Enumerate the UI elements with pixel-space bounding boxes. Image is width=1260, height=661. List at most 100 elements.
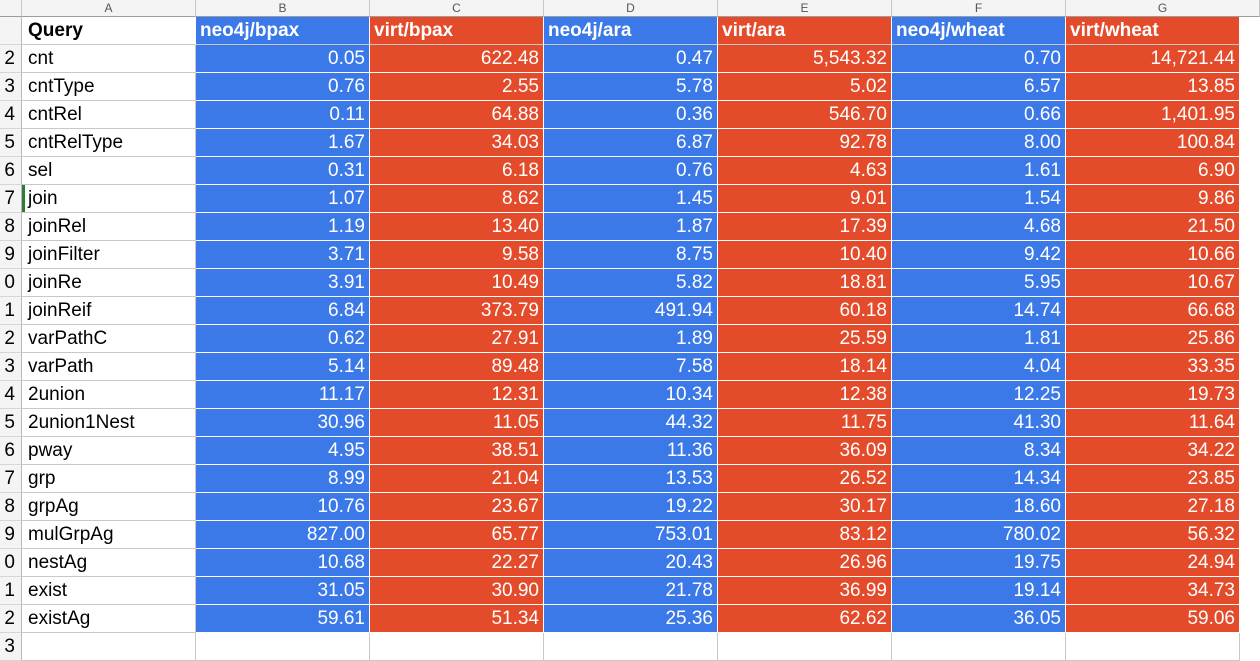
value-cell[interactable]: 0.76 — [196, 73, 370, 101]
value-cell[interactable]: 1.61 — [892, 157, 1066, 185]
value-cell[interactable]: 9.86 — [1066, 185, 1240, 213]
value-cell[interactable]: 10.34 — [544, 381, 718, 409]
value-cell[interactable]: 83.12 — [718, 521, 892, 549]
value-cell[interactable]: 36.05 — [892, 605, 1066, 633]
value-cell[interactable]: 21.04 — [370, 465, 544, 493]
value-cell[interactable]: 13.85 — [1066, 73, 1240, 101]
column-header-1[interactable]: A — [22, 0, 196, 17]
value-cell[interactable]: 8.99 — [196, 465, 370, 493]
value-cell[interactable]: 8.75 — [544, 241, 718, 269]
value-cell[interactable]: 4.68 — [892, 213, 1066, 241]
value-cell[interactable]: 44.32 — [544, 409, 718, 437]
value-cell[interactable]: 4.95 — [196, 437, 370, 465]
value-cell[interactable]: 1.19 — [196, 213, 370, 241]
query-name-cell[interactable]: varPath — [22, 353, 196, 381]
value-cell[interactable]: 7.58 — [544, 353, 718, 381]
value-cell[interactable]: 34.73 — [1066, 577, 1240, 605]
row-number[interactable]: 2 — [0, 325, 22, 353]
value-cell[interactable]: 0.62 — [196, 325, 370, 353]
value-cell[interactable]: 9.01 — [718, 185, 892, 213]
empty-cell[interactable] — [892, 633, 1066, 661]
value-cell[interactable]: 5.78 — [544, 73, 718, 101]
row-number[interactable]: 0 — [0, 269, 22, 297]
value-cell[interactable]: 6.84 — [196, 297, 370, 325]
value-cell[interactable]: 622.48 — [370, 45, 544, 73]
value-cell[interactable]: 30.90 — [370, 577, 544, 605]
column-header-4[interactable]: D — [544, 0, 718, 17]
header-cell[interactable]: virt/wheat — [1066, 17, 1240, 45]
value-cell[interactable]: 10.67 — [1066, 269, 1240, 297]
header-cell[interactable]: virt/bpax — [370, 17, 544, 45]
value-cell[interactable]: 1.67 — [196, 129, 370, 157]
value-cell[interactable]: 27.91 — [370, 325, 544, 353]
row-number[interactable]: 6 — [0, 157, 22, 185]
value-cell[interactable]: 827.00 — [196, 521, 370, 549]
column-header-5[interactable]: E — [718, 0, 892, 17]
value-cell[interactable]: 56.32 — [1066, 521, 1240, 549]
value-cell[interactable]: 18.60 — [892, 493, 1066, 521]
column-header-2[interactable]: B — [196, 0, 370, 17]
value-cell[interactable]: 27.18 — [1066, 493, 1240, 521]
value-cell[interactable]: 21.50 — [1066, 213, 1240, 241]
row-number[interactable]: 7 — [0, 465, 22, 493]
value-cell[interactable]: 38.51 — [370, 437, 544, 465]
row-number[interactable]: 2 — [0, 605, 22, 633]
value-cell[interactable]: 10.40 — [718, 241, 892, 269]
query-name-cell[interactable]: grpAg — [22, 493, 196, 521]
value-cell[interactable]: 13.53 — [544, 465, 718, 493]
value-cell[interactable]: 6.87 — [544, 129, 718, 157]
value-cell[interactable]: 51.34 — [370, 605, 544, 633]
row-number[interactable]: 3 — [0, 353, 22, 381]
value-cell[interactable]: 30.17 — [718, 493, 892, 521]
empty-cell[interactable] — [370, 633, 544, 661]
row-number[interactable]: 1 — [0, 577, 22, 605]
value-cell[interactable]: 25.59 — [718, 325, 892, 353]
value-cell[interactable]: 0.11 — [196, 101, 370, 129]
value-cell[interactable]: 19.14 — [892, 577, 1066, 605]
value-cell[interactable]: 373.79 — [370, 297, 544, 325]
value-cell[interactable]: 4.04 — [892, 353, 1066, 381]
query-name-cell[interactable]: grp — [22, 465, 196, 493]
value-cell[interactable]: 1.81 — [892, 325, 1066, 353]
column-header-7[interactable]: G — [1066, 0, 1260, 17]
value-cell[interactable]: 10.66 — [1066, 241, 1240, 269]
value-cell[interactable]: 4.63 — [718, 157, 892, 185]
value-cell[interactable]: 100.84 — [1066, 129, 1240, 157]
value-cell[interactable]: 14.74 — [892, 297, 1066, 325]
value-cell[interactable]: 36.09 — [718, 437, 892, 465]
value-cell[interactable]: 62.62 — [718, 605, 892, 633]
value-cell[interactable]: 491.94 — [544, 297, 718, 325]
header-cell[interactable]: virt/ara — [718, 17, 892, 45]
value-cell[interactable]: 6.57 — [892, 73, 1066, 101]
row-number[interactable]: 5 — [0, 129, 22, 157]
corner-cell[interactable] — [0, 0, 22, 17]
value-cell[interactable]: 6.18 — [370, 157, 544, 185]
value-cell[interactable]: 22.27 — [370, 549, 544, 577]
column-header-6[interactable]: F — [892, 0, 1066, 17]
row-number[interactable]: 1 — [0, 297, 22, 325]
value-cell[interactable]: 33.35 — [1066, 353, 1240, 381]
query-name-cell[interactable]: pway — [22, 437, 196, 465]
value-cell[interactable]: 10.49 — [370, 269, 544, 297]
value-cell[interactable]: 10.76 — [196, 493, 370, 521]
value-cell[interactable]: 14.34 — [892, 465, 1066, 493]
value-cell[interactable]: 11.05 — [370, 409, 544, 437]
value-cell[interactable]: 13.40 — [370, 213, 544, 241]
value-cell[interactable]: 9.58 — [370, 241, 544, 269]
row-number[interactable]: 3 — [0, 73, 22, 101]
value-cell[interactable]: 0.70 — [892, 45, 1066, 73]
value-cell[interactable]: 23.85 — [1066, 465, 1240, 493]
query-name-cell[interactable]: 2union — [22, 381, 196, 409]
value-cell[interactable]: 89.48 — [370, 353, 544, 381]
value-cell[interactable]: 20.43 — [544, 549, 718, 577]
value-cell[interactable]: 6.90 — [1066, 157, 1240, 185]
value-cell[interactable]: 26.96 — [718, 549, 892, 577]
header-cell[interactable]: neo4j/bpax — [196, 17, 370, 45]
value-cell[interactable]: 30.96 — [196, 409, 370, 437]
query-name-cell[interactable]: joinRe — [22, 269, 196, 297]
value-cell[interactable]: 5,543.32 — [718, 45, 892, 73]
row-number[interactable]: 4 — [0, 101, 22, 129]
empty-cell[interactable] — [544, 633, 718, 661]
value-cell[interactable]: 2.55 — [370, 73, 544, 101]
header-cell[interactable]: neo4j/wheat — [892, 17, 1066, 45]
